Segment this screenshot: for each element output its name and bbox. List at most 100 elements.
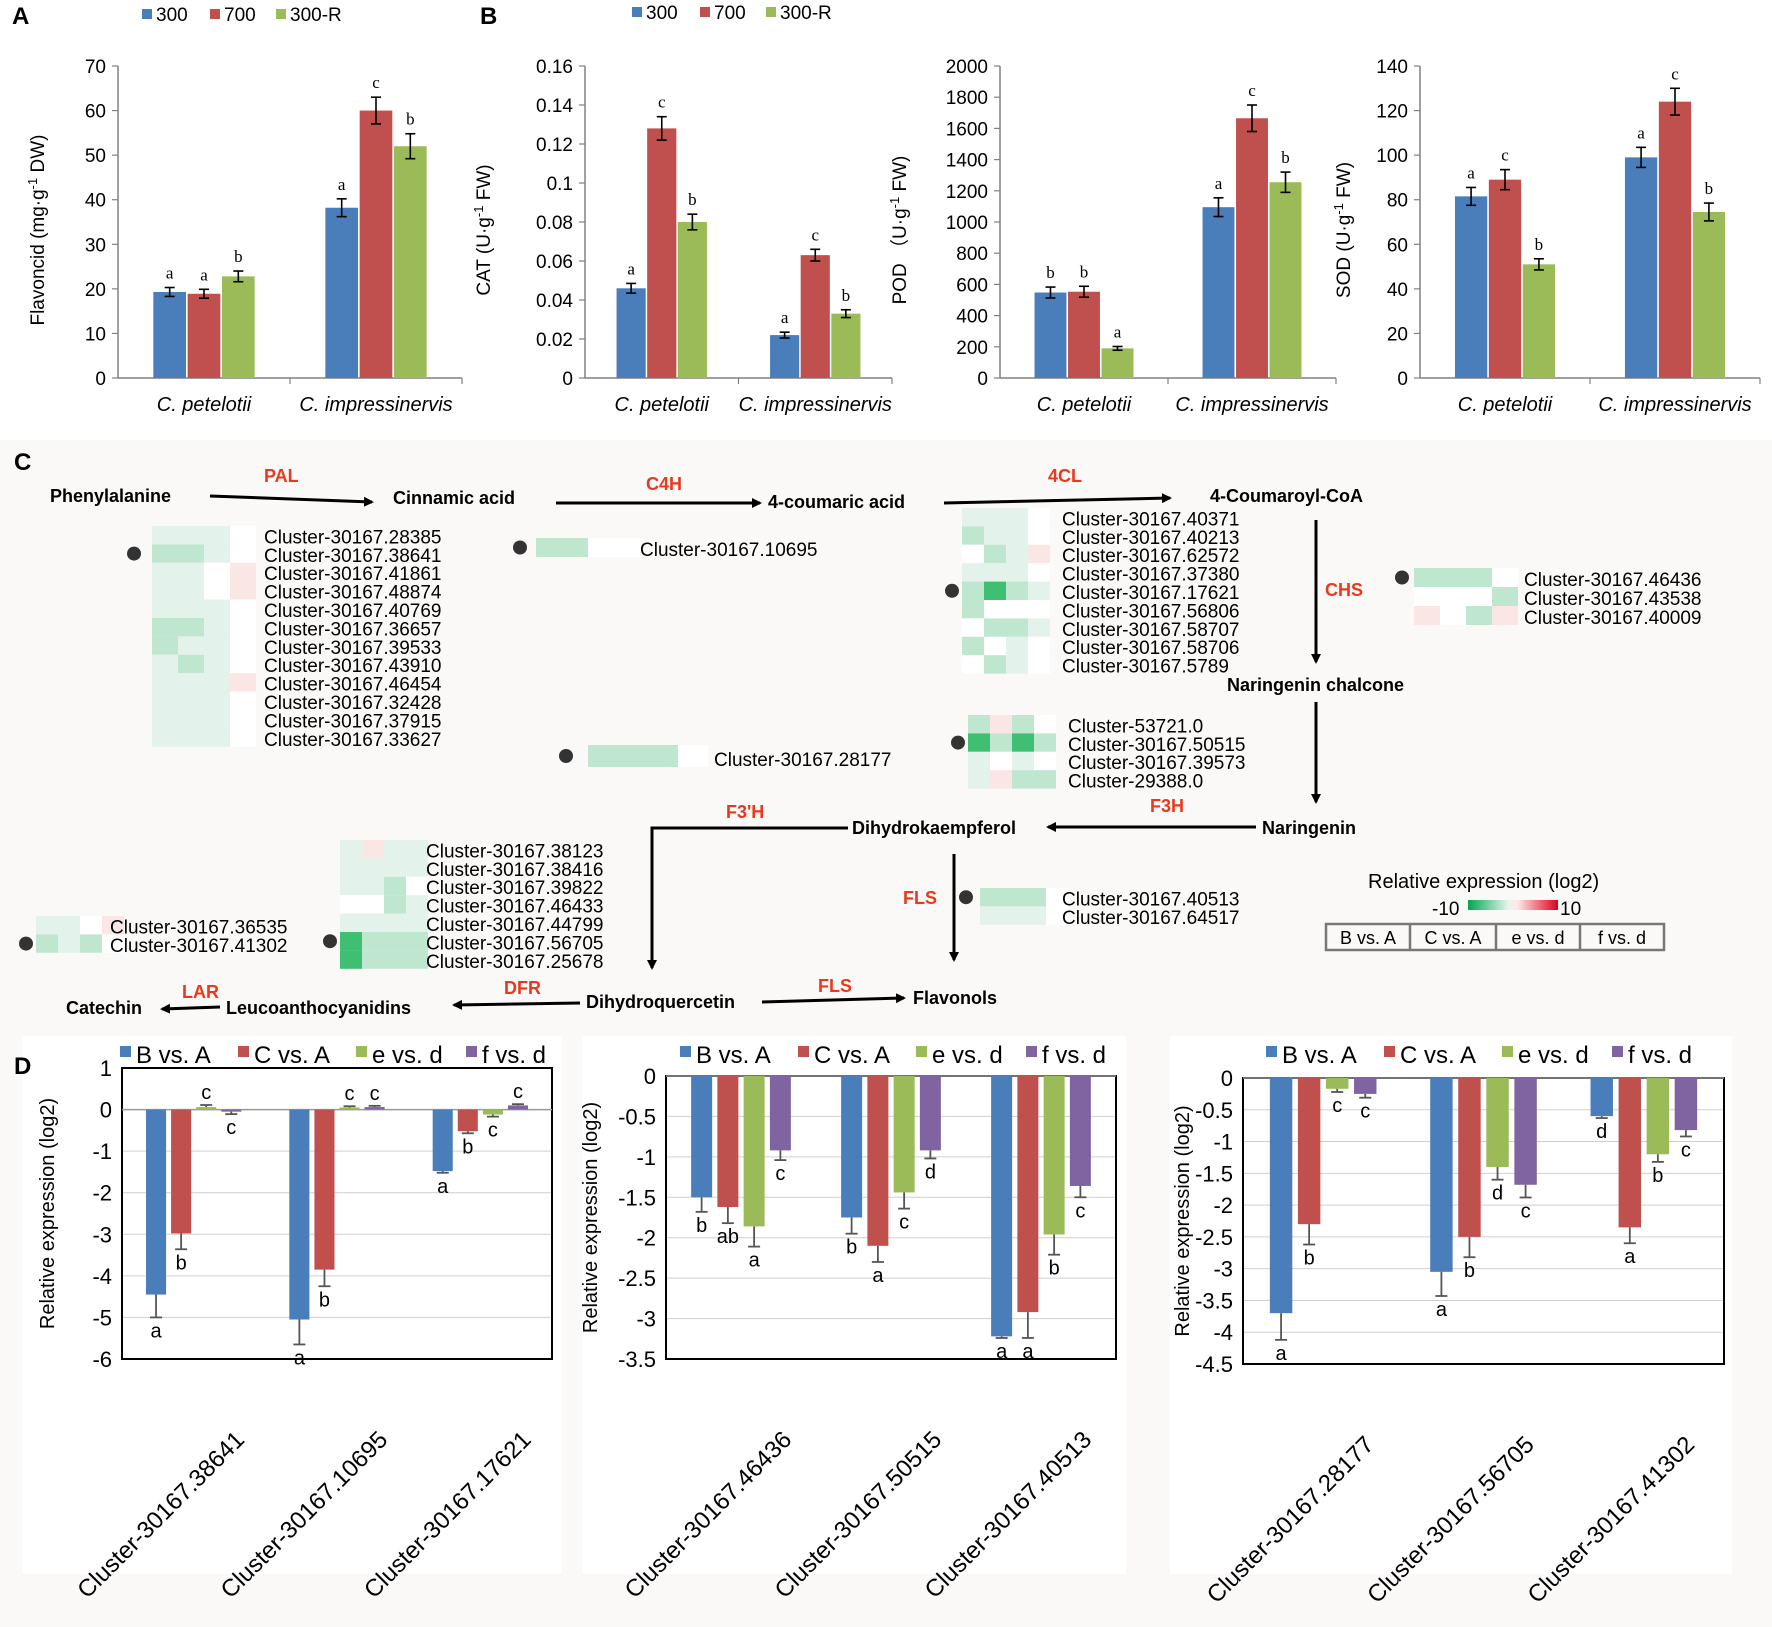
heat-cell [1028,544,1050,564]
heat-cell [962,526,984,545]
legend-d-label: B vs. A [696,1042,771,1069]
heat-cell [1046,888,1068,907]
qpcr2-sig-letter: ab [717,1226,739,1248]
flavoncid-sig-letter: a [200,265,208,284]
cat-ytick-label: 0.06 [536,252,573,273]
heat-cell [152,618,178,637]
heatmaps: Cluster-30167.28385Cluster-30167.38641Cl… [19,508,1701,973]
qpcr1-bar [482,1109,503,1115]
heat-cell [968,770,990,789]
heat-cell [178,710,204,729]
gene-label: Cluster-53721.0 [1068,716,1203,737]
legend-d3: B vs. A C vs. A e vs. d f vs. d [1266,1042,1692,1069]
sod-ytick-label: 20 [1387,324,1408,345]
heat-cell [362,840,384,859]
qpcr2-bar [1017,1076,1039,1313]
qpcr3-bar [1590,1078,1613,1117]
qpcr3-sig-letter: c [1360,1101,1370,1123]
qpcr3-ytick-label: 0 [1221,1066,1233,1091]
arrow-fls-bottom [761,993,906,1004]
qpcr3-sig-letter: d [1492,1183,1503,1205]
heat-cell [1046,906,1068,925]
heat-cell [1440,606,1466,625]
heat-cell [230,728,256,747]
sod-ytick-label: 40 [1387,280,1408,301]
qpcr3-bar [1269,1078,1293,1314]
qpcr3-sig-letter: d [1596,1121,1607,1143]
heat-cell [1012,715,1034,734]
heat-cell [384,932,406,951]
flavoncid-ytick-label: 60 [85,102,106,123]
heat-cell [102,934,124,953]
heat-cell [588,538,614,557]
heat-cell [204,526,230,545]
legend-d-swatch [916,1046,927,1057]
marker-dot [951,735,965,750]
qpcr3-sig-letter: a [1276,1343,1288,1365]
marker-dot [945,583,959,598]
legend-d-label: e vs. d [932,1042,1003,1069]
legend-a-swatch-300r [276,9,286,19]
heat-cell [204,618,230,637]
heat-cell [230,544,256,563]
cat-bar [770,335,800,378]
legend-d-swatch [1502,1046,1513,1057]
qpcr1-bar [457,1109,478,1132]
flavoncid-sig-letter: a [338,175,346,194]
gene-label: Cluster-30167.5789 [1062,657,1229,678]
flavoncid-sig-letter: c [372,73,380,92]
heat-cell [1012,770,1034,789]
gene-label: Cluster-30167.39573 [1068,753,1245,774]
gene-label: Cluster-30167.25678 [426,952,603,973]
qpcr3-ytick-label: -3.5 [1195,1288,1233,1313]
qpcr3-ytick-label: -1.5 [1195,1161,1233,1186]
heat-cell [1002,906,1024,925]
heat-cell [968,751,990,771]
legend-d-label: f vs. d [482,1042,546,1069]
sod-ytick-label: 80 [1387,191,1408,212]
gene-label: Cluster-30167.40371 [1062,509,1239,530]
qpcr1-sig-letter: a [150,1320,162,1342]
qpcr1-sig-letter: b [319,1289,330,1311]
heat-cell [984,600,1006,619]
qpcr2-sig-letter: c [1075,1200,1085,1222]
arrow-4cl [943,493,1172,505]
qpcr1-sig-letter: c [201,1082,211,1104]
heat-legend-col-1: B vs. A [1340,928,1396,948]
heat-cell [1028,600,1050,619]
qpcr2-ytick-label: -1.5 [618,1185,656,1210]
qpcr1-bar [507,1105,528,1110]
sod-ylabel: SOD (U·g-1 FW) [1331,162,1355,298]
qpcr1-bar [364,1107,385,1110]
qpcr1-sig-letter: c [513,1081,523,1103]
gene-label: Cluster-30167.38123 [426,841,603,862]
heat-cell [80,934,102,953]
heat-cell [152,636,178,655]
heat-cell [1414,587,1440,606]
heat-cell [1028,526,1050,545]
qpcr2-ytick-label: 0 [644,1064,656,1089]
gene-label: Cluster-30167.39533 [264,638,441,659]
pod-ytick-label: 1800 [946,88,988,109]
gene-label: Cluster-30167.43910 [264,656,441,677]
cat-ytick-label: 0.16 [536,57,573,78]
panel-label-b: B [480,3,497,30]
gene-label: Cluster-30167.37380 [1062,565,1239,586]
gene-label: Cluster-30167.36657 [264,619,441,640]
heat-cell [1012,733,1034,752]
heat-cell [1012,751,1034,771]
gene-label: Cluster-30167.40513 [1062,889,1239,910]
compound-phenylalanine: Phenylalanine [50,486,171,506]
heat-cell [968,733,990,752]
qpcr3-bar [1354,1078,1377,1094]
gene-label: Cluster-30167.36535 [110,917,287,938]
heat-cell [204,654,230,674]
heat-cell [1006,508,1028,527]
compound-naringenin-chalcone: Naringenin chalcone [1227,675,1404,695]
cat-chart: 0 0.02 0.04 0.06 0.08 0.1 0.12 0.14 0.16 CAT (U·g… [471,57,893,416]
heat-cell [340,913,362,932]
qpcr1-sig-letter: b [176,1252,187,1274]
qpcr3-sig-letter: a [1436,1299,1448,1321]
flavoncid-ytick-label: 30 [85,235,106,256]
heat-cell [1006,655,1028,674]
